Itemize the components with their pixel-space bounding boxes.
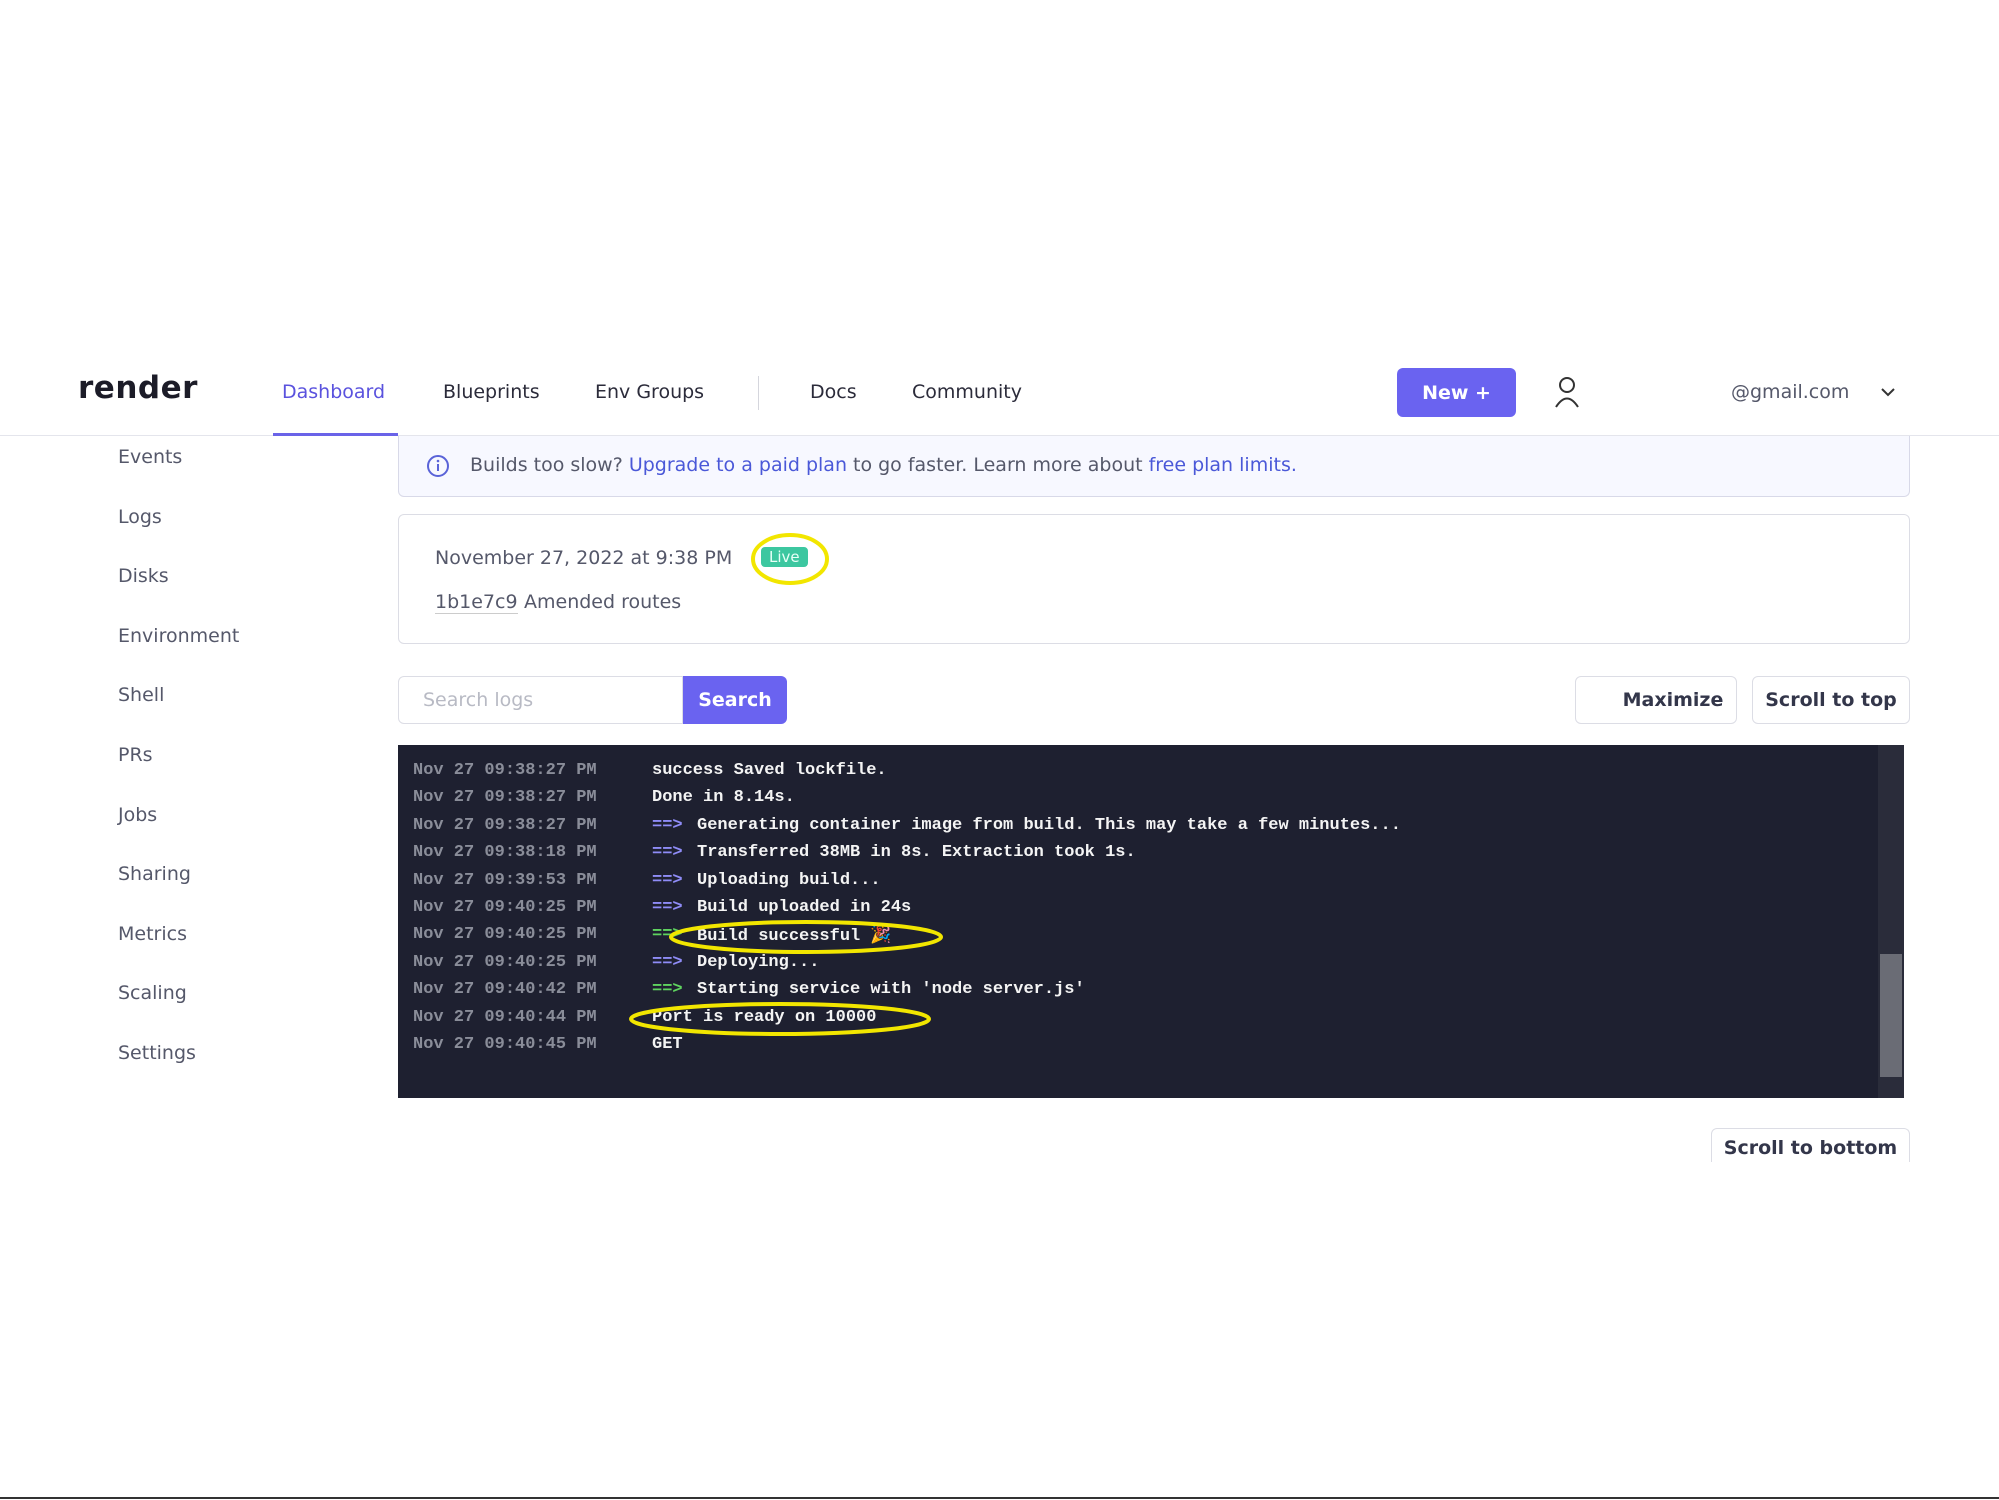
log-message: success Saved lockfile. <box>652 761 887 780</box>
log-time: Nov 27 09:40:45 PM <box>413 1035 597 1054</box>
banner-text: to go faster. Learn more about <box>853 454 1143 476</box>
commit-message: Amended routes <box>524 591 682 613</box>
nav-link[interactable]: Docs <box>810 381 857 403</box>
log-arrow: ==> <box>652 952 683 972</box>
banner-link[interactable]: free plan limits. <box>1148 454 1297 476</box>
log-message: Build successful 🎉 <box>697 927 892 947</box>
deploy-date: November 27, 2022 at 9:38 PM <box>435 547 733 569</box>
log-message: Starting service with 'node server.js' <box>697 980 1085 1000</box>
log-arrow: ==> <box>652 925 683 945</box>
sidebar-item[interactable]: Settings <box>118 1042 196 1064</box>
log-time: Nov 27 09:40:44 PM <box>413 1007 597 1027</box>
log-time: Nov 27 09:38:27 PM <box>413 815 597 835</box>
log-time: Nov 27 09:40:25 PM <box>413 898 597 917</box>
nav-separator <box>758 376 759 410</box>
sidebar-item[interactable]: Sharing <box>118 863 191 886</box>
log-arrow: ==> <box>652 898 683 917</box>
log-arrow: ==> <box>652 815 683 835</box>
scroll-top-button[interactable]: Scroll to top <box>1752 676 1910 724</box>
log-message: Port is ready on 10000 <box>652 1007 877 1027</box>
log-message: Uploading build... <box>697 870 881 890</box>
sidebar-item[interactable]: Jobs <box>118 803 158 826</box>
nav-tab[interactable]: Dashboard <box>282 381 386 403</box>
nav-tab[interactable]: Blueprints <box>443 381 540 403</box>
sidebar-item[interactable]: Events <box>118 446 183 468</box>
log-time: Nov 27 09:38:27 PM <box>413 788 597 808</box>
nav-divider <box>0 435 1999 436</box>
commit-hash[interactable]: 1b1e7c9 <box>435 591 518 614</box>
log-arrow: ==> <box>652 843 683 863</box>
active-tab-indicator <box>273 433 398 436</box>
chevron-icon[interactable] <box>1880 386 1896 398</box>
banner-link[interactable]: Upgrade to a paid plan <box>628 454 847 476</box>
log-message: Deploying... <box>697 952 820 972</box>
log-message: GET <box>652 1035 683 1054</box>
logo[interactable]: render <box>78 370 198 406</box>
log-time: Nov 27 09:40:25 PM <box>413 925 597 945</box>
sidebar-item[interactable]: Shell <box>118 684 165 707</box>
log-arrow: ==> <box>652 980 683 1000</box>
log-time: Nov 27 09:39:53 PM <box>413 870 597 890</box>
maximize-button[interactable]: Maximize <box>1575 676 1737 724</box>
banner-text: Builds too slow? Upgrade to a paid plan to… <box>470 454 1297 476</box>
log-message: Generating container image from build. T… <box>697 815 1401 835</box>
terminal <box>398 745 1904 1098</box>
scroll-bottom-button[interactable]: Scroll to bottom <box>1711 1128 1910 1162</box>
search-button[interactable]: Search <box>683 676 787 724</box>
info-icon <box>427 455 449 477</box>
deploy-card <box>398 514 1910 644</box>
sidebar-item[interactable]: Scaling <box>118 982 187 1005</box>
bottom-edge <box>0 1497 1999 1499</box>
sidebar-item[interactable]: Logs <box>118 505 162 528</box>
email[interactable]: @gmail.com <box>1731 381 1850 403</box>
log-arrow: ==> <box>652 870 683 890</box>
new-button[interactable]: New + <box>1397 368 1516 417</box>
nav-tab[interactable]: Env Groups <box>595 381 705 403</box>
nav-link[interactable]: Community <box>912 381 1022 403</box>
sidebar-item[interactable]: Disks <box>118 565 169 588</box>
log-time: Nov 27 09:38:27 PM <box>413 761 597 780</box>
sidebar-item[interactable]: PRs <box>118 744 153 766</box>
user-icon[interactable] <box>1555 376 1579 408</box>
log-message: Done in 8.14s. <box>652 788 795 808</box>
sidebar-item[interactable]: Environment <box>118 624 240 647</box>
log-message: Transferred 38MB in 8s. Extraction took … <box>697 843 1136 863</box>
scrollbar-thumb <box>1880 954 1902 1077</box>
sidebar-item[interactable]: Metrics <box>118 922 187 945</box>
status-badge: Live <box>761 547 808 567</box>
log-time: Nov 27 09:40:42 PM <box>413 980 597 1000</box>
banner <box>398 436 1910 497</box>
log-time: Nov 27 09:38:18 PM <box>413 843 597 863</box>
search-input[interactable]: Search logs <box>398 676 683 724</box>
log-message: Build uploaded in 24s <box>697 898 912 917</box>
banner-text: Builds too slow? <box>470 454 623 476</box>
log-time: Nov 27 09:40:25 PM <box>413 952 597 972</box>
